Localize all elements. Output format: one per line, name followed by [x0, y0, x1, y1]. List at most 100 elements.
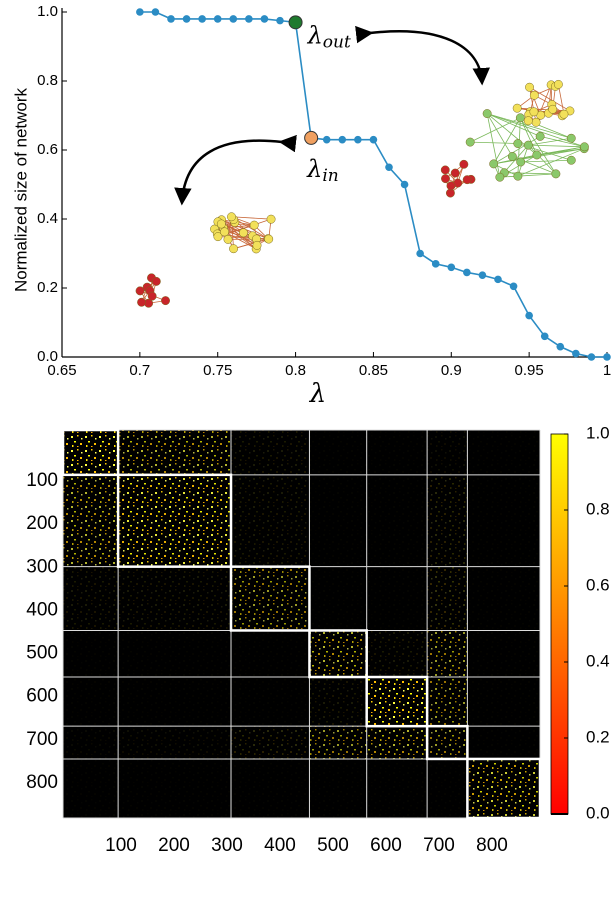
y-tick-label: 0.2 — [37, 279, 58, 296]
data-point — [229, 15, 238, 23]
network-edge — [486, 113, 513, 157]
data-point — [245, 15, 253, 23]
x-tick-label: 0.75 — [203, 362, 232, 379]
network-edge — [231, 216, 272, 220]
y-tick-label: 100 — [26, 470, 58, 491]
heatmap-block — [309, 567, 366, 631]
x-tick-label: 0.8 — [285, 362, 306, 379]
network-node — [264, 234, 274, 244]
network-node — [523, 116, 533, 126]
network-node — [535, 131, 545, 141]
data-point — [322, 135, 331, 144]
heatmap-block — [309, 759, 366, 818]
annotation: λout — [307, 21, 351, 52]
network-node — [559, 109, 569, 119]
heatmap-block — [63, 759, 118, 818]
data-point — [260, 15, 269, 23]
heatmap-block — [309, 677, 367, 727]
heatmap-block — [231, 630, 309, 677]
heatmap-block — [427, 430, 468, 475]
network-node — [137, 297, 147, 307]
heatmap-block — [367, 759, 427, 818]
data-point — [572, 349, 580, 358]
network-node — [513, 139, 523, 148]
heatmap-block — [427, 726, 468, 759]
data-point — [385, 163, 393, 172]
x-tick-label: 600 — [370, 835, 402, 856]
colorbar-tick-label: 1.0 — [586, 423, 610, 442]
x-tick-label: 400 — [264, 835, 296, 856]
heatmap-block — [427, 566, 468, 631]
module-outline — [365, 675, 429, 728]
network-node — [266, 214, 276, 224]
network-node — [238, 228, 248, 238]
heatmap-block — [467, 430, 540, 475]
heatmap-block — [63, 430, 119, 475]
heatmap-block — [309, 630, 367, 678]
heatmap-block — [118, 759, 231, 818]
network-edge — [487, 113, 572, 139]
arrow — [355, 25, 490, 86]
network-node — [450, 168, 460, 178]
network-edge — [557, 84, 565, 115]
network-node — [459, 159, 469, 169]
heatmap-block — [467, 758, 540, 818]
y-tick-label: 0.8 — [37, 72, 58, 89]
network-edge — [528, 144, 585, 148]
module-outline — [425, 724, 469, 761]
data-point — [167, 15, 175, 23]
network-node — [441, 174, 450, 184]
heatmap-block — [231, 759, 309, 818]
heatmap-block — [63, 726, 119, 759]
data-point — [478, 271, 487, 280]
y-tick-label: 0.0 — [37, 348, 58, 365]
colorbar — [550, 433, 569, 815]
network-edge — [517, 148, 585, 177]
data-point — [151, 8, 160, 16]
network-edge — [519, 117, 557, 175]
network-edge — [528, 137, 572, 146]
heatmap-block — [366, 630, 428, 678]
line-chart: λ Normalized size of network 0.65 0.7 0.75… — [11, 3, 611, 409]
heatmap-block — [118, 726, 232, 759]
network-node — [227, 212, 236, 222]
data-point — [304, 130, 319, 145]
network-edge — [224, 231, 257, 250]
network-node — [515, 113, 525, 123]
annotation-subscript: in — [322, 165, 338, 185]
data-point — [540, 332, 549, 341]
network-node — [529, 90, 539, 100]
network-node — [495, 172, 505, 182]
heatmap-block — [231, 566, 310, 631]
annotation-symbol: λ — [306, 154, 322, 182]
heatmap-block — [118, 630, 231, 677]
network-edge — [470, 141, 518, 144]
network-node — [216, 219, 226, 229]
heatmap-block — [63, 677, 118, 726]
network-edge — [520, 159, 572, 163]
network-node — [531, 117, 541, 127]
network-node — [161, 296, 170, 306]
module-outline — [466, 757, 542, 820]
x-tick-label: 0.65 — [47, 362, 76, 379]
heatmap-block — [427, 677, 468, 727]
y-tick-label: 0.6 — [37, 141, 58, 158]
y-tick-label: 0.4 — [37, 210, 58, 227]
heatmap-block — [63, 566, 119, 631]
heatmap-block — [427, 630, 468, 678]
heatmap-block — [367, 475, 427, 567]
heatmap-block — [118, 474, 232, 567]
network-node — [566, 133, 576, 143]
network-node — [151, 276, 161, 286]
module-outline — [308, 629, 368, 679]
network-edge — [233, 238, 269, 250]
heatmap-block — [63, 474, 119, 567]
network-node — [566, 155, 576, 165]
x-tick-label: 300 — [211, 835, 243, 856]
heatmap-block — [309, 726, 367, 759]
network-node — [213, 232, 223, 242]
annotation: λin — [306, 154, 339, 185]
network-node — [507, 152, 517, 161]
colorbar-tick-label: 0.6 — [586, 575, 610, 594]
